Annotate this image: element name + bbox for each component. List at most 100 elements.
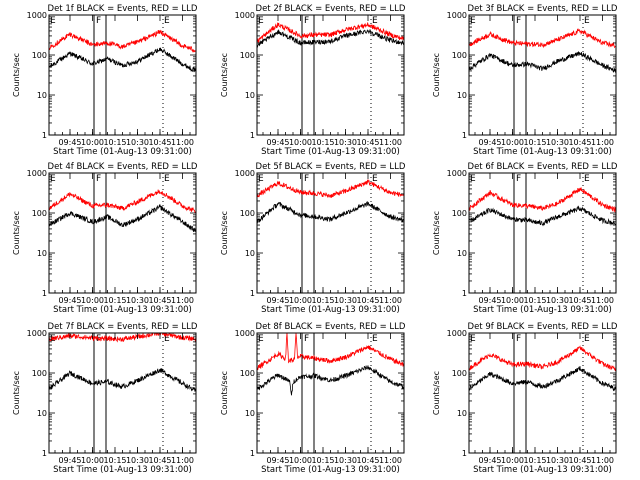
x-axis-label: Start Time (01-Aug-13 09:31:00) [53,465,192,475]
y-tick-label: 1000 [27,329,47,338]
plot-frame [468,172,617,294]
y-tick-label: 10 [37,91,47,100]
series-line-lld [469,187,616,213]
x-axis-label: Start Time (01-Aug-13 09:31:00) [473,147,612,157]
y-tick-label: 1000 [235,11,255,20]
series-line-lld [257,22,404,44]
plot-frame [256,332,405,454]
panel-det-4: Det 4f BLACK = Events, RED = LLD E E F 1 10 10… [12,162,198,315]
x-tick-label: 10:00 [289,296,312,305]
x-tick-label: 11:00 [171,296,194,305]
f-marker-label: F [516,16,521,26]
x-tick-label: 10:30 [126,456,149,465]
event-markers [301,173,372,293]
series-line-events [49,47,196,73]
panel-det-1: Det 1f BLACK = Events, RED = LLD E E F 1 10 10… [12,4,198,157]
x-tick-label: 10:00 [289,138,312,147]
x-axis-label: Start Time (01-Aug-13 09:31:00) [261,305,400,315]
x-tick-label: 09:45 [478,138,501,147]
x-tick-label: 10:30 [126,296,149,305]
x-tick-label: 09:45 [58,138,81,147]
x-axis-label: Start Time (01-Aug-13 09:31:00) [473,305,612,315]
y-tick-label: 1000 [235,329,255,338]
e-marker-label: E [372,334,378,344]
series-line-events [469,51,616,73]
x-tick-label: 10:15 [523,296,546,305]
x-tick-label: 10:00 [501,296,524,305]
x-tick-label: 11:00 [591,456,614,465]
x-axis-label: Start Time (01-Aug-13 09:31:00) [53,305,192,315]
y-tick-label: 100 [240,51,255,60]
y-tick-label: 1000 [235,169,255,178]
y-axis-label: Counts/sec [220,53,229,97]
f-marker-label: F [96,174,101,184]
y-axis-label: Counts/sec [12,211,21,255]
y-tick-label: 100 [32,209,47,218]
f-marker-label: F [304,334,309,344]
x-tick-label: 10:00 [289,456,312,465]
y-tick-label: 1000 [447,169,467,178]
y-tick-label: 10 [245,249,255,258]
event-markers [93,333,164,453]
panel-det-8: Det 8f BLACK = Events, RED = LLD E E F 1 10 10… [220,322,406,475]
x-tick-label: 10:00 [501,138,524,147]
y-axis-label: Counts/sec [220,371,229,415]
x-tick-label: 10:15 [103,296,126,305]
x-tick-label: 10:45 [356,138,379,147]
y-tick-label: 1000 [27,169,47,178]
x-tick-label: 11:00 [379,138,402,147]
x-tick-label: 09:45 [266,296,289,305]
x-tick-label: 10:30 [126,138,149,147]
x-tick-label: 10:30 [334,138,357,147]
panel-title: Det 5f BLACK = Events, RED = LLD [256,162,406,172]
y-tick-label: 10 [457,409,467,418]
e-marker-label: E [164,16,170,26]
panel-det-9: Det 9f BLACK = Events, RED = LLD E E F 1 10 10… [432,322,618,475]
e-marker-label: E [470,334,476,344]
x-tick-label: 10:15 [311,296,334,305]
series-line-events [257,365,404,396]
y-tick-label: 10 [457,249,467,258]
series-line-events [49,368,196,392]
e-marker-label: E [164,174,170,184]
x-tick-label: 11:00 [379,456,402,465]
y-tick-label: 1 [250,289,255,298]
e-marker-label: E [164,334,170,344]
y-tick-label: 1000 [447,329,467,338]
e-marker-label: E [584,16,590,26]
series-group [469,345,616,392]
y-tick-label: 1 [462,289,467,298]
x-tick-label: 10:15 [311,456,334,465]
panel-title: Det 6f BLACK = Events, RED = LLD [468,162,618,172]
panel-title: Det 2f BLACK = Events, RED = LLD [256,4,406,14]
e-marker-label: E [50,174,56,184]
event-markers [301,333,372,453]
plot-frame [468,332,617,454]
x-tick-label: 09:45 [478,296,501,305]
x-tick-label: 10:45 [148,456,171,465]
y-axis-label: Counts/sec [432,211,441,255]
e-marker-label: E [372,16,378,26]
panel-det-6: Det 6f BLACK = Events, RED = LLD E E F 1 10 10… [432,162,618,315]
series-line-lld [49,29,196,53]
y-axis-label: Counts/sec [432,371,441,415]
series-line-lld [469,345,616,372]
x-tick-label: 10:30 [334,456,357,465]
y-axis-label: Counts/sec [12,371,21,415]
series-line-lld [49,189,196,214]
e-marker-label: E [584,334,590,344]
y-tick-label: 10 [37,409,47,418]
event-markers [93,173,164,293]
x-tick-label: 10:15 [311,138,334,147]
x-tick-label: 10:15 [103,138,126,147]
y-tick-label: 1000 [27,11,47,20]
x-tick-label: 09:45 [58,296,81,305]
y-tick-label: 1 [250,449,255,458]
x-tick-label: 10:00 [501,456,524,465]
series-group [49,333,196,392]
panel-title: Det 7f BLACK = Events, RED = LLD [48,322,198,332]
event-markers [513,333,584,453]
series-line-lld [257,179,404,199]
y-tick-label: 100 [452,209,467,218]
x-tick-label: 10:45 [568,138,591,147]
